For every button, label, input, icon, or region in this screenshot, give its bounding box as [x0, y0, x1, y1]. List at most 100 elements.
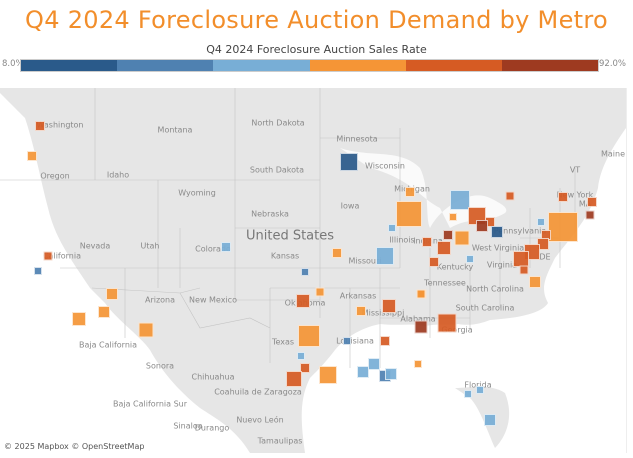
map-attribution[interactable]: © 2025 Mapbox © OpenStreetMap — [4, 442, 145, 451]
map-label: Montana — [157, 125, 193, 135]
map-label: New Mexico — [189, 295, 237, 305]
map-label: North Dakota — [251, 118, 305, 128]
metro-marker[interactable] — [585, 210, 595, 220]
metro-marker[interactable] — [315, 287, 325, 297]
map-label: Kentucky — [436, 262, 474, 272]
metro-marker[interactable] — [519, 265, 529, 275]
map-label: Baja California — [78, 340, 138, 350]
metro-marker[interactable] — [35, 121, 45, 131]
metro-marker[interactable] — [380, 336, 390, 346]
map-label: Arkansas — [339, 291, 377, 301]
land-florida — [455, 386, 510, 448]
legend-step-5[interactable] — [405, 60, 502, 71]
map-canvas[interactable]: Washington Montana North Dakota Minnesota Or… — [0, 88, 627, 453]
metro-marker[interactable] — [298, 325, 320, 347]
metro-marker[interactable] — [356, 306, 366, 316]
metro-marker[interactable] — [405, 187, 415, 197]
map-label: South Dakota — [249, 165, 305, 175]
map-label: Tennessee — [424, 278, 466, 288]
metro-marker[interactable] — [491, 226, 503, 238]
legend-step-3[interactable] — [213, 60, 310, 71]
color-legend-ramp[interactable] — [20, 59, 599, 72]
map-label: Louisiana — [336, 336, 374, 346]
metro-marker[interactable] — [340, 153, 358, 171]
legend-step-4[interactable] — [309, 60, 406, 71]
metro-marker[interactable] — [343, 337, 351, 345]
metro-marker[interactable] — [443, 230, 453, 240]
metro-marker[interactable] — [27, 151, 37, 161]
metro-marker[interactable] — [396, 201, 422, 227]
map-label: Alabama — [400, 314, 436, 324]
legend-step-2[interactable] — [117, 60, 214, 71]
metro-marker[interactable] — [476, 220, 488, 232]
metro-marker[interactable] — [286, 371, 302, 387]
metro-marker[interactable] — [98, 306, 110, 318]
basemap — [0, 88, 626, 453]
metro-marker[interactable] — [537, 218, 545, 226]
metro-marker[interactable] — [301, 268, 309, 276]
metro-marker[interactable] — [357, 366, 369, 378]
metro-marker[interactable] — [437, 313, 457, 333]
map-label: Pennsylvania — [493, 226, 547, 236]
map-label: Colorado — [195, 244, 231, 254]
map-label: Sonora — [145, 361, 175, 371]
metro-marker[interactable] — [466, 255, 474, 263]
metro-marker[interactable] — [464, 390, 472, 398]
legend-step-6[interactable] — [501, 60, 599, 71]
metro-marker[interactable] — [450, 190, 470, 210]
legend-step-1[interactable] — [21, 60, 118, 71]
metro-marker[interactable] — [138, 322, 154, 338]
map-label: Iowa — [340, 201, 360, 211]
metro-marker[interactable] — [382, 299, 396, 313]
metro-marker[interactable] — [376, 247, 394, 265]
metro-marker[interactable] — [385, 368, 397, 380]
map-label: Utah — [140, 241, 160, 251]
metro-marker[interactable] — [34, 267, 42, 275]
map-label: Illinois — [389, 235, 415, 245]
dashboard-title: Q4 2024 Foreclosure Auction Demand by Me… — [25, 6, 608, 34]
metro-marker[interactable] — [558, 192, 568, 202]
map-label: Baja California Sur — [112, 399, 188, 409]
map-label: Wisconsin — [365, 161, 405, 171]
metro-marker[interactable] — [414, 360, 422, 368]
metro-marker[interactable] — [476, 386, 484, 394]
metro-marker[interactable] — [297, 352, 305, 360]
metro-marker[interactable] — [484, 414, 496, 426]
metro-marker[interactable] — [72, 312, 86, 326]
legend-min-label: 8.0% — [2, 59, 24, 69]
map-label: Missouri — [348, 256, 382, 266]
metro-marker[interactable] — [296, 294, 310, 308]
map-label: MA — [578, 199, 592, 209]
map-label: Georgia — [441, 325, 473, 335]
metro-marker[interactable] — [548, 212, 578, 242]
map-label: Arizona — [144, 295, 176, 305]
metro-marker[interactable] — [106, 288, 118, 300]
metro-marker[interactable] — [368, 358, 380, 370]
metro-marker[interactable] — [319, 366, 337, 384]
metro-marker[interactable] — [416, 289, 426, 299]
metro-marker[interactable] — [437, 241, 451, 255]
map-label: Wyoming — [178, 188, 216, 198]
map-label: Nebraska — [251, 209, 289, 219]
metro-marker[interactable] — [388, 224, 396, 232]
metro-marker[interactable] — [505, 191, 515, 201]
metro-marker[interactable] — [454, 230, 470, 246]
state-borders — [0, 88, 576, 368]
metro-marker[interactable] — [300, 363, 310, 373]
map-label: Texas — [271, 337, 295, 347]
metro-marker[interactable] — [43, 251, 53, 261]
metro-marker[interactable] — [414, 320, 428, 334]
map-label: Minnesota — [336, 134, 378, 144]
metro-marker[interactable] — [332, 248, 342, 258]
metro-marker[interactable] — [587, 197, 597, 207]
metro-marker[interactable] — [422, 237, 432, 247]
metro-marker[interactable] — [429, 257, 439, 267]
metro-marker[interactable] — [221, 242, 231, 252]
map-label: DE — [539, 252, 551, 262]
map-label: Durango — [194, 423, 230, 433]
metro-marker[interactable] — [449, 213, 457, 221]
land — [0, 88, 626, 453]
map-label: Oregon — [40, 171, 70, 181]
metro-marker[interactable] — [529, 276, 541, 288]
map-label: Sinaloa — [173, 421, 203, 431]
